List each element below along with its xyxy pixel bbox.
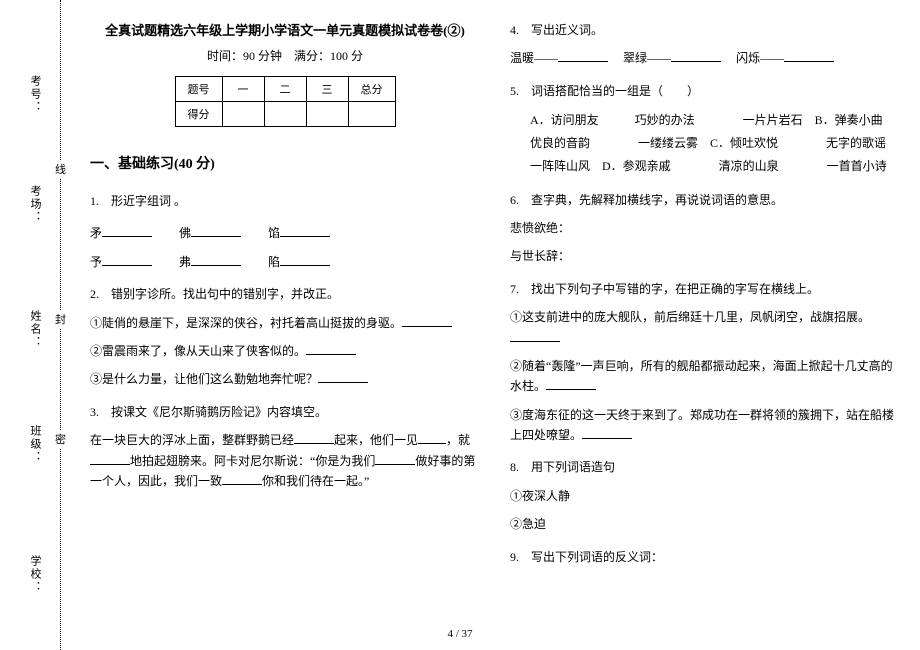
page-body: 全真试题精选六年级上学期小学语文一单元真题模拟试卷卷(②) 时间：90 分钟 满…: [90, 20, 900, 620]
q1-line-a: 矛 佛 馅: [90, 223, 480, 243]
blank[interactable]: [191, 226, 241, 237]
q1-a3: 馅: [268, 226, 280, 240]
q8: 8. 用下列词语造句: [510, 457, 900, 477]
label-school: 学校：: [20, 555, 50, 597]
blank[interactable]: [546, 379, 596, 390]
seal-feng-char: 封: [55, 310, 66, 328]
section-1-head: 一、基础练习(40 分): [90, 153, 480, 173]
blank[interactable]: [510, 331, 560, 342]
blank[interactable]: [671, 51, 721, 62]
blank[interactable]: [294, 433, 334, 444]
q1-b1: 予: [90, 255, 102, 269]
seal-mi-char: 密: [55, 430, 66, 448]
label-class: 班级：: [20, 425, 50, 467]
q1-b3: 陷: [268, 255, 280, 269]
q2-l3: ③是什么力量，让他们这么勤勉地奔忙呢？: [90, 369, 480, 389]
blank[interactable]: [90, 454, 130, 465]
blank[interactable]: [418, 433, 446, 444]
q3: 3. 按课文《尼尔斯骑鹅历险记》内容填空。: [90, 402, 480, 422]
blank[interactable]: [375, 454, 415, 465]
blank[interactable]: [191, 255, 241, 266]
q9: 9. 写出下列词语的反义词：: [510, 547, 900, 567]
left-column: 全真试题精选六年级上学期小学语文一单元真题模拟试卷卷(②) 时间：90 分钟 满…: [90, 20, 480, 620]
q3-para: 在一块巨大的浮冰上面，整群野鹅已经起来，他们一见，就地拍起翅膀来。阿卡对尼尔斯说…: [90, 430, 480, 491]
q4-w2: 翠绿——: [623, 51, 671, 65]
td-blank: [348, 102, 395, 127]
td-blank: [222, 102, 264, 127]
q4-words: 温暖—— 翠绿—— 闪烁——: [510, 48, 900, 68]
q4-w3: 闪烁——: [736, 51, 784, 65]
seal-line-char: 线: [55, 160, 66, 178]
binding-strip: 考号： 考场： 姓名： 班级： 学校： 线 封 密: [0, 0, 80, 650]
q1-line-b: 予 弗 陷: [90, 252, 480, 272]
q5: 5. 词语搭配恰当的一组是（ ）: [510, 81, 900, 101]
label-exam-id: 考号：: [20, 75, 50, 117]
q2-l1: ①陡俏的悬崖下，是深深的侠谷，衬托着高山挺拔的身驱。: [90, 313, 480, 333]
blank[interactable]: [558, 51, 608, 62]
q8-l2: ②急迫: [510, 514, 900, 534]
q1: 1. 形近字组词 。: [90, 191, 480, 211]
table-row: 得分: [175, 102, 395, 127]
q5-opts: A．访问朋友 巧妙的办法 一片片岩石 B．弹奏小曲 优良的音韵 一缕缕云雾 C．…: [530, 109, 900, 177]
q7: 7. 找出下列句子中写错的字，在把正确的字写在横线上。: [510, 279, 900, 299]
q4: 4. 写出近义词。: [510, 20, 900, 40]
q6: 6. 查字典，先解释加横线字，再说说词语的意思。: [510, 190, 900, 210]
th-1: 一: [222, 77, 264, 102]
q4-w1: 温暖——: [510, 51, 558, 65]
th-total: 总分: [348, 77, 395, 102]
th-2: 二: [264, 77, 306, 102]
paper-title: 全真试题精选六年级上学期小学语文一单元真题模拟试卷卷(②): [90, 20, 480, 39]
label-name: 姓名：: [20, 310, 50, 352]
q7-l2: ②随着“轰隆”一声巨响，所有的舰船都振动起来，海面上掀起十几丈高的水柱。: [510, 356, 900, 397]
q1-b2: 弗: [179, 255, 191, 269]
blank[interactable]: [402, 316, 452, 327]
q1-a1: 矛: [90, 226, 102, 240]
q7-l3: ③度海东征的这一天终于来到了。郑成功在一群将领的簇拥下，站在船楼上四处嘹望。: [510, 405, 900, 446]
blank[interactable]: [280, 255, 330, 266]
blank[interactable]: [102, 226, 152, 237]
q6-l2: 与世长辞：: [510, 246, 900, 266]
q2-l2: ②雷震雨来了，像从天山来了侠客似的。: [90, 341, 480, 361]
q8-l1: ①夜深人静: [510, 486, 900, 506]
th-tihao: 题号: [175, 77, 222, 102]
q1-a2: 佛: [179, 226, 191, 240]
label-room: 考场：: [20, 185, 50, 227]
blank[interactable]: [582, 428, 632, 439]
td-blank: [306, 102, 348, 127]
td-blank: [264, 102, 306, 127]
q2: 2. 错别字诊所。找出句中的错别字，并改正。: [90, 284, 480, 304]
right-column: 4. 写出近义词。 温暖—— 翠绿—— 闪烁—— 5. 词语搭配恰当的一组是（ …: [510, 20, 900, 620]
td-defen: 得分: [175, 102, 222, 127]
table-row: 题号 一 二 三 总分: [175, 77, 395, 102]
blank[interactable]: [102, 255, 152, 266]
blank[interactable]: [280, 226, 330, 237]
th-3: 三: [306, 77, 348, 102]
paper-subtitle: 时间：90 分钟 满分：100 分: [90, 47, 480, 64]
blank[interactable]: [222, 474, 262, 485]
q6-l1: 悲愤欲绝：: [510, 218, 900, 238]
blank[interactable]: [784, 51, 834, 62]
page-number: 4 / 37: [0, 628, 920, 640]
blank[interactable]: [306, 344, 356, 355]
blank[interactable]: [318, 372, 368, 383]
score-table: 题号 一 二 三 总分 得分: [175, 76, 396, 127]
q7-l1: ①这支前进中的庞大舰队，前后绵廷十几里，凤帆闭空，战旗招展。: [510, 307, 900, 348]
